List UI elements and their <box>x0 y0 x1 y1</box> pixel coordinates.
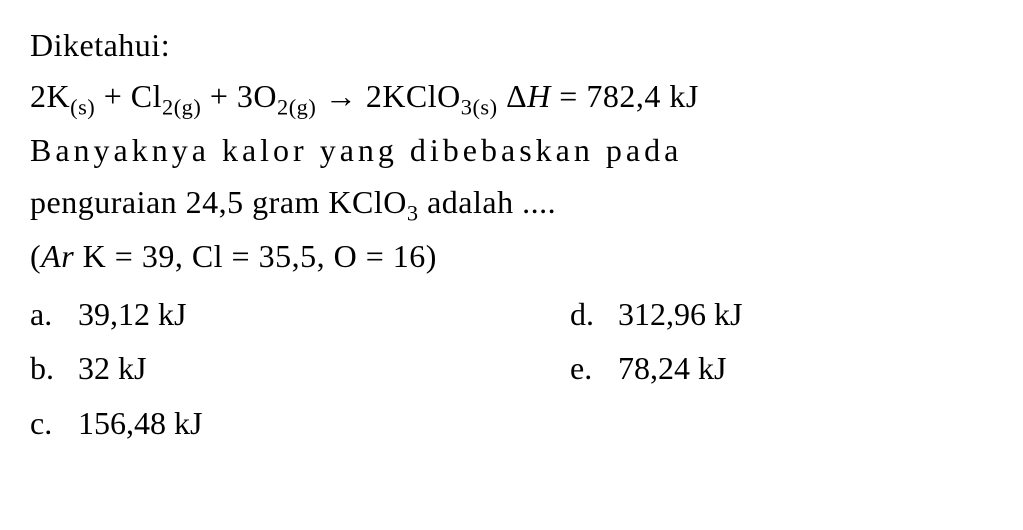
product-kclo-phase: 3(s) <box>461 95 498 120</box>
options-container: a. 39,12 kJ d. 312,96 kJ b. 32 kJ e. 78,… <box>30 287 993 450</box>
question-line-1: Banyaknya kalor yang dibebaskan pada <box>30 125 993 176</box>
question-line-2: penguraian 24,5 gram KClO3 adalah .... <box>30 177 993 231</box>
option-a-value: 39,12 kJ <box>78 296 186 332</box>
arrow: → <box>316 78 366 114</box>
question-text-b: adalah .... <box>419 184 557 220</box>
h-variable: H <box>527 78 551 114</box>
reactant-o: 3O <box>237 78 277 114</box>
question-text-a: penguraian 24,5 gram KClO <box>30 184 407 220</box>
ar-values: K = 39, Cl = 35,5, O = 16) <box>74 238 437 274</box>
option-a: a. 39,12 kJ <box>30 287 570 341</box>
option-c-label: c. <box>30 396 70 450</box>
paren-open: ( <box>30 238 41 274</box>
problem-container: Diketahui: 2K(s) + Cl2(g) + 3O2(g) → 2KC… <box>30 20 993 450</box>
atomic-masses: (Ar K = 39, Cl = 35,5, O = 16) <box>30 231 993 282</box>
option-row-1: a. 39,12 kJ d. 312,96 kJ <box>30 287 993 341</box>
delta-symbol: Δ <box>498 78 528 114</box>
option-row-3: c. 156,48 kJ <box>30 396 993 450</box>
reactant-cl-phase: 2(g) <box>162 95 201 120</box>
option-e: e. 78,24 kJ <box>570 341 726 395</box>
enthalpy-value: = 782,4 kJ <box>551 78 699 114</box>
option-e-label: e. <box>570 341 610 395</box>
option-b-label: b. <box>30 341 70 395</box>
option-d-label: d. <box>570 287 610 341</box>
ar-label: Ar <box>41 238 74 274</box>
plus-2: + <box>201 78 237 114</box>
kclo3-subscript: 3 <box>407 200 419 225</box>
given-label: Diketahui: <box>30 20 993 71</box>
option-a-label: a. <box>30 287 70 341</box>
reactant-o-phase: 2(g) <box>277 95 316 120</box>
reactant-k: 2K <box>30 78 70 114</box>
option-b-value: 32 kJ <box>78 350 146 386</box>
chemical-equation: 2K(s) + Cl2(g) + 3O2(g) → 2KClO3(s) ΔH =… <box>30 71 993 125</box>
option-b: b. 32 kJ <box>30 341 570 395</box>
option-e-value: 78,24 kJ <box>618 350 726 386</box>
option-c: c. 156,48 kJ <box>30 396 570 450</box>
reactant-cl: Cl <box>131 78 162 114</box>
option-row-2: b. 32 kJ e. 78,24 kJ <box>30 341 993 395</box>
option-d-value: 312,96 kJ <box>618 296 742 332</box>
reactant-k-phase: (s) <box>70 95 95 120</box>
option-c-value: 156,48 kJ <box>78 405 202 441</box>
plus-1: + <box>95 78 131 114</box>
product-kclo: 2KClO <box>366 78 461 114</box>
option-d: d. 312,96 kJ <box>570 287 742 341</box>
